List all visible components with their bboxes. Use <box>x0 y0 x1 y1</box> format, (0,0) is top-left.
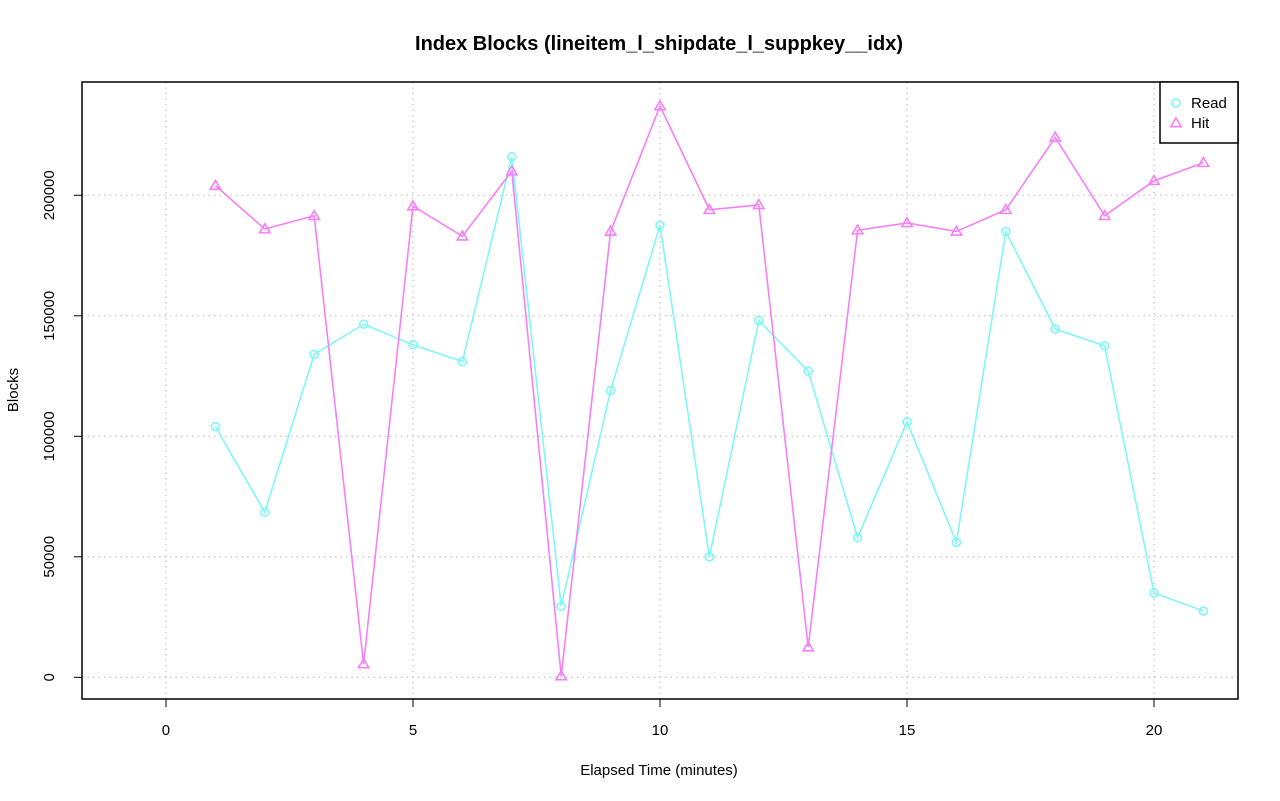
x-tick-label: 5 <box>409 722 417 739</box>
point-read <box>506 151 517 162</box>
point-read <box>457 356 468 367</box>
legend-label-hit: Hit <box>1191 115 1210 132</box>
point-hit <box>1196 155 1211 168</box>
point-hit <box>554 669 568 681</box>
series-layer <box>208 99 1211 681</box>
point-read <box>408 339 418 350</box>
x-axis: 0 5 10 15 20 <box>162 699 1163 739</box>
point-hit <box>603 224 618 236</box>
point-hit <box>356 657 371 669</box>
series-hit <box>208 99 1211 681</box>
point-hit <box>900 216 914 228</box>
y-tick-label: 150000 <box>41 291 58 341</box>
point-hit <box>949 224 964 236</box>
point-hit <box>406 199 420 211</box>
y-tick-label: 100000 <box>41 411 58 461</box>
point-read <box>1099 341 1110 351</box>
point-hit <box>505 164 519 176</box>
point-read <box>210 421 221 432</box>
legend-box <box>1159 81 1239 144</box>
point-hit <box>851 223 865 235</box>
legend: Read Hit <box>1159 81 1239 144</box>
grid <box>82 82 1238 699</box>
x-tick-label: 10 <box>652 722 669 739</box>
point-read <box>951 537 962 548</box>
point-hit <box>258 222 272 234</box>
y-axis: 0 50000 100000 150000 200000 <box>41 170 82 681</box>
point-hit <box>307 208 321 221</box>
point-hit <box>1147 174 1161 186</box>
point-hit <box>208 178 222 191</box>
legend-marker-read <box>1171 98 1181 108</box>
point-read <box>1149 588 1159 598</box>
y-axis-label: Blocks <box>5 368 22 412</box>
point-read <box>852 532 863 543</box>
point-read <box>309 349 319 360</box>
point-hit <box>702 202 717 215</box>
point-read <box>556 601 566 612</box>
point-read <box>259 507 270 518</box>
series-read <box>210 151 1209 616</box>
point-read <box>704 552 715 562</box>
point-read <box>1050 324 1061 334</box>
point-read <box>655 220 665 231</box>
y-tick-label: 50000 <box>41 536 58 578</box>
series-hit-line <box>214 104 1204 677</box>
chart-title: Index Blocks (lineitem_l_shipdate_l_supp… <box>415 33 903 55</box>
point-hit <box>455 229 469 241</box>
point-read <box>1001 226 1011 237</box>
x-tick-label: 15 <box>899 722 916 739</box>
point-hit <box>752 198 766 210</box>
legend-marker-hit <box>1169 116 1183 128</box>
point-read <box>754 315 764 326</box>
x-tick-label: 0 <box>162 722 170 739</box>
series-read-line <box>214 156 1204 612</box>
point-read <box>1198 606 1209 616</box>
point-hit <box>801 640 815 652</box>
x-axis-label: Elapsed Time (minutes) <box>580 762 738 779</box>
legend-label-read: Read <box>1191 95 1227 112</box>
point-hit <box>1048 130 1062 142</box>
point-read <box>605 385 616 396</box>
point-hit <box>653 99 667 111</box>
y-tick-label: 0 <box>41 673 58 681</box>
y-tick-label: 200000 <box>41 170 58 220</box>
point-hit <box>1098 208 1112 221</box>
point-read <box>358 319 369 330</box>
x-tick-label: 20 <box>1146 722 1163 739</box>
point-hit <box>999 202 1013 215</box>
point-read <box>902 417 912 427</box>
point-read <box>803 366 814 377</box>
